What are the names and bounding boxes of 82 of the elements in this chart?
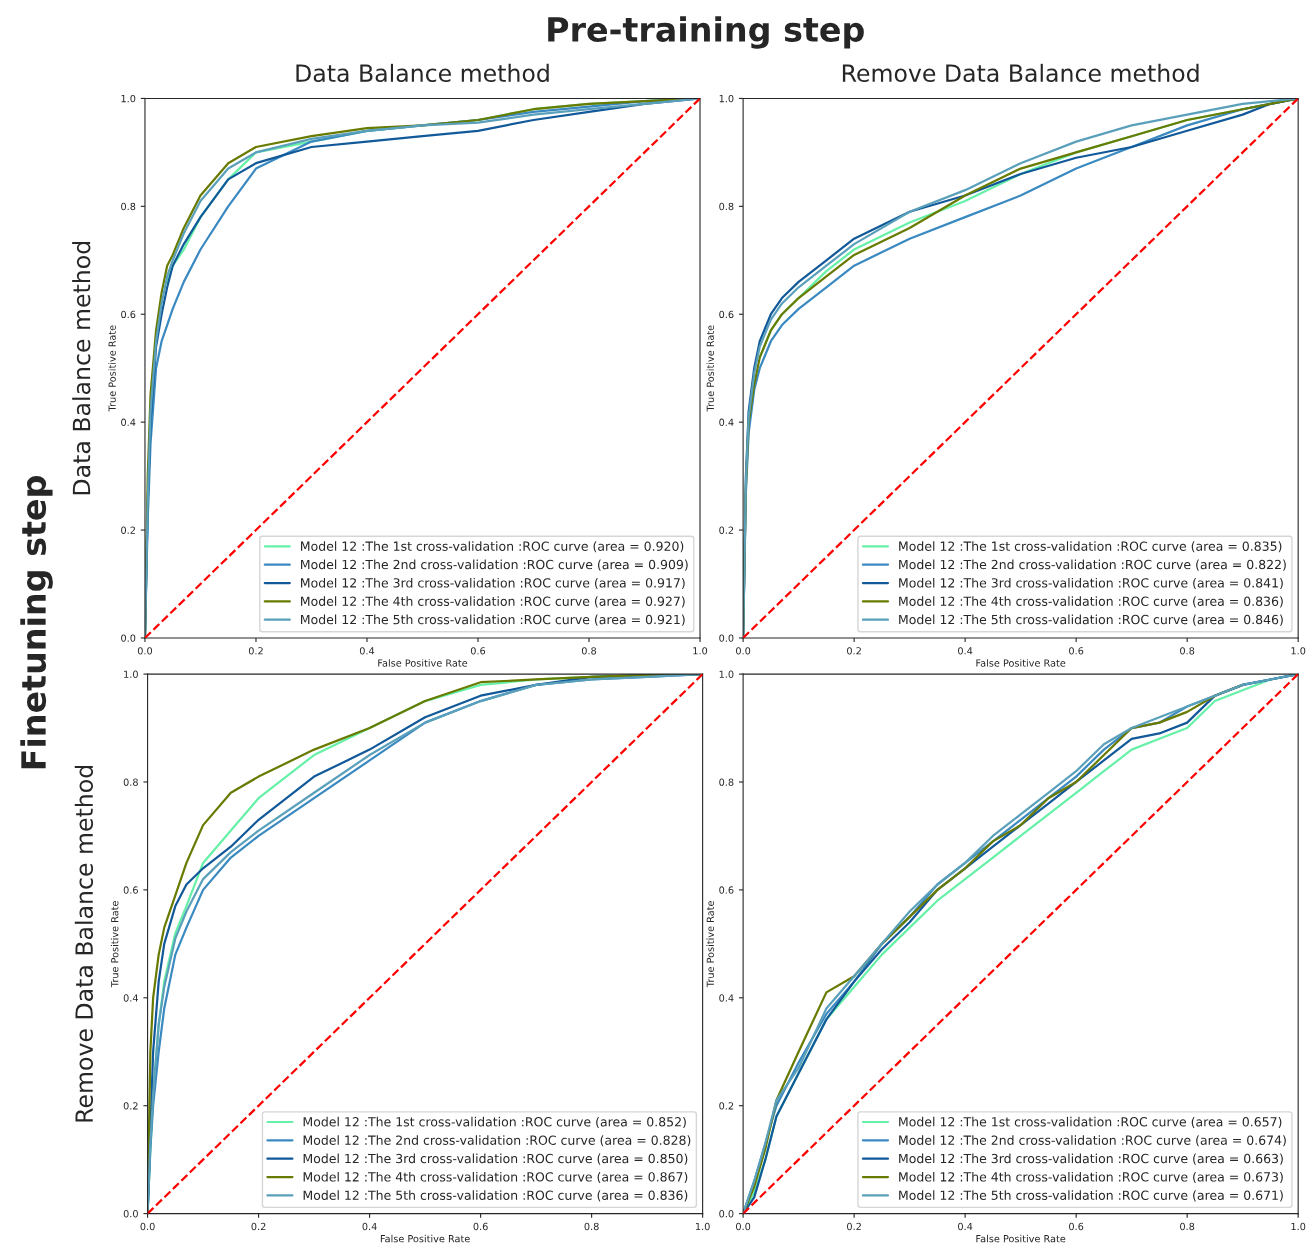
- x-axis-title: False Positive Rate: [976, 1234, 1066, 1243]
- x-tick-label: 0.6: [1069, 647, 1084, 655]
- chart-title: Data Balance method: [296, 63, 549, 83]
- y-axis-title: True Positive Rate: [706, 325, 714, 412]
- legend-label: Model 12 :The 2nd cross-validation :ROC curve (area = 0.822): [899, 559, 1286, 571]
- y-tick-label: 0.6: [719, 310, 734, 319]
- text: Remove Data Balance method: [74, 765, 94, 1122]
- legend-label: Model 12 :The 1st cross-validation :ROC curve (area = 0.920): [301, 541, 684, 553]
- y-tick-label: 0.0: [719, 1210, 734, 1218]
- y-tick-label: 0.2: [719, 526, 734, 534]
- x-tick-label: 0.0: [140, 1222, 155, 1231]
- legend-label: Model 12 :The 1st cross-validation :ROC curve (area = 0.835): [899, 541, 1282, 553]
- legend-label: Model 12 :The 5th cross-validation :ROC curve (area = 0.671): [899, 1190, 1283, 1202]
- y-tick-label: 0.6: [719, 886, 734, 894]
- x-tick-label: 0.4: [359, 647, 375, 655]
- legend-label: Model 12 :The 3rd cross-validation :ROC curve (area = 0.841): [899, 577, 1283, 590]
- y-tick-label: 0.2: [123, 1102, 138, 1110]
- x-tick-label: 0.4: [362, 1222, 377, 1231]
- legend-label: Model 12 :The 5th cross-validation :ROC curve (area = 0.921): [301, 614, 685, 626]
- legend-label: Model 12 :The 5th cross-validation :ROC curve (area = 0.836): [303, 1190, 688, 1202]
- y-tick-label: 0.2: [121, 526, 135, 534]
- x-tick-label: 1.0: [1291, 1222, 1306, 1231]
- text: Finetuning step: [20, 476, 53, 769]
- legend-label: Model 12 :The 2nd cross-validation :ROC curve (area = 0.674): [899, 1135, 1286, 1147]
- y-tick-label: 0.8: [121, 202, 136, 211]
- y-tick-label: 0.6: [121, 310, 136, 319]
- legend-label: Model 12 :The 1st cross-validation :ROC curve (area = 0.657): [899, 1116, 1282, 1129]
- legend-label: Model 12 :The 2nd cross-validation :ROC curve (area = 0.828): [303, 1135, 691, 1147]
- legend-label: Model 12 :The 4th cross-validation :ROC curve (area = 0.836): [899, 596, 1283, 608]
- x-tick-label: 1.0: [695, 1222, 710, 1231]
- x-tick-label: 0.0: [137, 647, 153, 655]
- legend-label: Model 12 :The 4th cross-validation :ROC curve (area = 0.867): [303, 1171, 688, 1184]
- x-tick-label: 0.6: [473, 1222, 488, 1231]
- y-tick-label: 1.0: [719, 670, 734, 678]
- x-tick-label: 1.0: [1291, 647, 1306, 655]
- legend-label: Model 12 :The 2nd cross-validation :ROC curve (area = 0.909): [301, 559, 688, 571]
- x-tick-label: 0.2: [847, 1222, 861, 1231]
- y-tick-label: 0.4: [719, 994, 734, 1002]
- y-tick-label: 0.4: [121, 418, 136, 426]
- y-tick-label: 0.6: [123, 886, 138, 894]
- x-tick-label: 1.0: [693, 647, 708, 655]
- x-axis-title: False Positive Rate: [378, 659, 468, 667]
- y-tick-label: 0.0: [121, 634, 136, 642]
- y-tick-label: 0.8: [719, 202, 734, 211]
- legend-label: Model 12 :The 3rd cross-validation :ROC curve (area = 0.663): [899, 1153, 1283, 1165]
- y-tick-label: 1.0: [121, 94, 136, 103]
- legend-label: Model 12 :The 1st cross-validation :ROC curve (area = 0.852): [303, 1116, 686, 1129]
- y-tick-label: 1.0: [719, 94, 734, 103]
- y-tick-label: 0.4: [123, 994, 139, 1002]
- text: Data Balance method: [72, 241, 91, 495]
- y-tick-label: 0.4: [719, 418, 734, 426]
- x-tick-label: 0.4: [958, 1222, 973, 1231]
- y-tick-label: 0.8: [719, 778, 734, 786]
- x-tick-label: 0.4: [958, 647, 973, 655]
- x-tick-label: 0.8: [1180, 1222, 1195, 1231]
- legend-label: Model 12 :The 5th cross-validation :ROC curve (area = 0.846): [899, 614, 1283, 626]
- x-tick-label: 0.6: [470, 647, 486, 655]
- text: Pre-training step: [548, 16, 864, 49]
- x-tick-label: 0.2: [847, 647, 861, 655]
- x-tick-label: 0.2: [251, 1222, 266, 1231]
- y-tick-label: 0.0: [719, 634, 734, 642]
- y-tick-label: 0.0: [123, 1210, 138, 1218]
- x-tick-label: 0.0: [736, 1222, 751, 1231]
- y-tick-label: 0.2: [719, 1102, 734, 1110]
- x-tick-label: 0.8: [584, 1222, 599, 1231]
- legend-label: Model 12 :The 3rd cross-validation :ROC curve (area = 0.850): [303, 1153, 688, 1165]
- chart-title: Remove Data Balance method: [842, 63, 1199, 83]
- legend-label: Model 12 :The 3rd cross-validation :ROC curve (area = 0.917): [301, 577, 685, 590]
- legend-label: Model 12 :The 4th cross-validation :ROC curve (area = 0.673): [899, 1171, 1283, 1184]
- x-tick-label: 0.2: [248, 647, 263, 655]
- x-tick-label: 0.6: [1069, 1222, 1084, 1231]
- y-axis-title: True Positive Rate: [110, 901, 119, 988]
- y-axis-title: True Positive Rate: [108, 325, 116, 412]
- x-axis-title: False Positive Rate: [976, 659, 1066, 667]
- y-tick-label: 1.0: [124, 670, 138, 678]
- x-tick-label: 0.8: [581, 647, 597, 655]
- legend-label: Model 12 :The 4th cross-validation :ROC curve (area = 0.927): [301, 596, 685, 608]
- y-tick-label: 0.8: [123, 778, 138, 786]
- y-axis-title: True Positive Rate: [706, 901, 714, 988]
- x-axis-title: False Positive Rate: [380, 1234, 470, 1243]
- x-tick-label: 0.8: [1180, 647, 1195, 655]
- x-tick-label: 0.0: [736, 647, 751, 655]
